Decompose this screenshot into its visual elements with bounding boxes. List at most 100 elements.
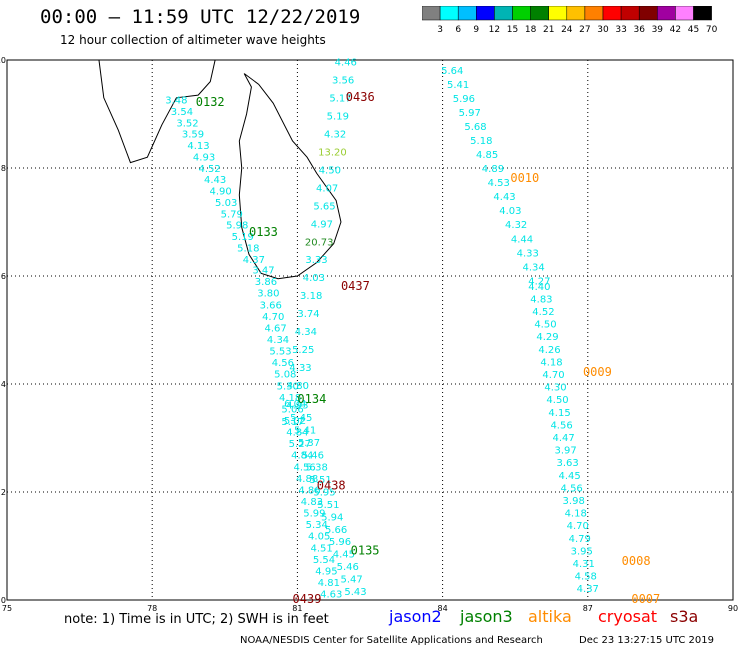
- wave-height-value: 4.84: [286, 428, 308, 439]
- wave-height-value: 3.18: [300, 291, 322, 302]
- chart-subtitle: 12 hour collection of altimeter wave hei…: [60, 33, 326, 47]
- wave-height-value: 4.51: [310, 543, 332, 554]
- wave-height-value: 5.66: [325, 525, 347, 536]
- satellite-legend-s3a: s3a: [670, 607, 699, 626]
- wave-height-value: 4.93: [286, 401, 308, 412]
- pass-time-label: 0009: [583, 365, 612, 379]
- wave-height-value: 4.53: [488, 178, 510, 189]
- wave-height-value: 13.20: [318, 147, 347, 158]
- x-tick-label: 78: [147, 604, 157, 613]
- wave-height-value: 5.99: [303, 509, 325, 520]
- wave-height-value: 5.95: [313, 488, 335, 499]
- wave-height-value: 4.34: [267, 335, 289, 346]
- color-legend-label: 24: [561, 25, 573, 35]
- wave-height-value: 4.45: [333, 550, 355, 561]
- wave-height-value: 5.06: [281, 404, 303, 415]
- wave-height-value: 4.81: [318, 578, 340, 589]
- wave-height-value: 5.41: [447, 80, 469, 91]
- plot-frame: [6, 59, 734, 601]
- y-tick-label: 0: [1, 596, 6, 605]
- wave-height-value: 3.54: [171, 107, 193, 118]
- color-legend-label: 45: [688, 25, 699, 35]
- wave-height-value: 5.79: [221, 209, 243, 220]
- wave-height-value: 4.56: [550, 420, 572, 431]
- axis-ticks: 75 78 81 84 87 90 0 2 4 6 8 10: [0, 56, 738, 613]
- wave-height-value: 5.17: [281, 417, 303, 428]
- wave-height-value: 5.17: [329, 94, 351, 105]
- y-tick-label: 6: [1, 272, 6, 281]
- pass-time-label: 0008: [622, 554, 651, 568]
- color-legend-label: 70: [706, 25, 718, 35]
- wave-height-value: 4.32: [505, 220, 527, 231]
- wave-height-value: 5.96: [453, 94, 475, 105]
- y-tick-label: 8: [1, 164, 6, 173]
- color-legend-label: 42: [670, 25, 681, 35]
- color-legend-label: 18: [525, 25, 537, 35]
- chart-title: 00:00 — 11:59 UTC 12/22/2019: [40, 6, 361, 28]
- wave-height-value: 4.46: [335, 58, 357, 69]
- wave-height-value: 5.38: [306, 463, 328, 474]
- wave-height-value: 4.31: [573, 559, 595, 570]
- wave-height-value: 5.25: [292, 345, 314, 356]
- wave-height-value: 5.47: [340, 574, 362, 585]
- satellite-legend-cryosat: cryosat: [598, 607, 658, 626]
- wave-height-value: 5.96: [329, 537, 351, 548]
- y-tick-label: 4: [1, 380, 6, 389]
- wave-height-value: 5.64: [441, 66, 463, 77]
- x-tick-label: 81: [292, 604, 302, 613]
- satellite-legend-altika: altika: [528, 607, 572, 626]
- color-legend-label: 27: [579, 25, 590, 35]
- wave-height-value: 4.34: [522, 262, 544, 273]
- wave-height-value: 4.79: [569, 534, 591, 545]
- color-legend-label: 9: [473, 25, 479, 35]
- wave-height-value: 4.70: [567, 521, 589, 532]
- wave-height-value: 5.18: [470, 136, 492, 147]
- wave-height-value: 4.45: [559, 471, 581, 482]
- wave-height-value: 4.30: [544, 383, 566, 394]
- wave-height-value: 4.13: [187, 141, 209, 152]
- grid-lines: [6, 59, 734, 601]
- wave-height-value: 5.30: [277, 381, 299, 392]
- satellite-legend-jason2: jason2: [389, 607, 442, 626]
- wave-height-value: 4.43: [204, 175, 226, 186]
- wave-height-value: 3.56: [332, 76, 354, 87]
- wave-height-value: 5.97: [459, 108, 481, 119]
- wave-height-value: 5.19: [327, 112, 349, 123]
- pass-time-label: 0437: [341, 279, 370, 293]
- y-tick-label: 2: [1, 488, 6, 497]
- wave-height-value: 4.95: [315, 566, 337, 577]
- wave-height-value: 4.44: [511, 234, 533, 245]
- wave-height-value: 5.08: [274, 370, 296, 381]
- wave-height-value: 3.48: [165, 96, 187, 107]
- wave-height-value: 5.51: [309, 475, 331, 486]
- wave-height-value: 4.29: [536, 332, 558, 343]
- wave-height-value: 4.03: [303, 273, 325, 284]
- wave-height-value: 5.43: [344, 587, 366, 598]
- wave-height-value: 4.07: [316, 183, 338, 194]
- data-marks: 3.483.543.523.594.134.934.524.434.905.03…: [165, 58, 660, 606]
- color-legend-label: 21: [543, 25, 554, 35]
- wave-height-value: 4.18: [565, 509, 587, 520]
- wave-height-value: 3.47: [252, 266, 274, 277]
- wave-height-value: 4.70: [542, 370, 564, 381]
- wave-height-value: 4.88: [296, 474, 318, 485]
- wave-height-value: 5.37: [298, 438, 320, 449]
- color-legend-label: 36: [633, 25, 645, 35]
- color-legend-label: 6: [455, 25, 461, 35]
- color-legend-label: 12: [489, 25, 500, 35]
- wave-height-value: 4.93: [193, 152, 215, 163]
- pass-time-label: 0133: [249, 225, 278, 239]
- wave-height-value: 3.33: [305, 255, 327, 266]
- pass-time-label: 0439: [293, 592, 322, 606]
- pass-time-label: 0010: [510, 171, 539, 185]
- wave-height-value: 5.34: [306, 520, 328, 531]
- pass-time-label: 0438: [317, 479, 346, 493]
- wave-height-value: 4.86: [298, 485, 320, 496]
- wave-height-value: 4.26: [538, 345, 560, 356]
- wave-height-value: 4.18: [279, 393, 301, 404]
- wave-height-value: 4.33: [517, 248, 539, 259]
- color-legend-label: 3: [437, 25, 443, 35]
- wave-height-value: 6.04: [284, 399, 306, 410]
